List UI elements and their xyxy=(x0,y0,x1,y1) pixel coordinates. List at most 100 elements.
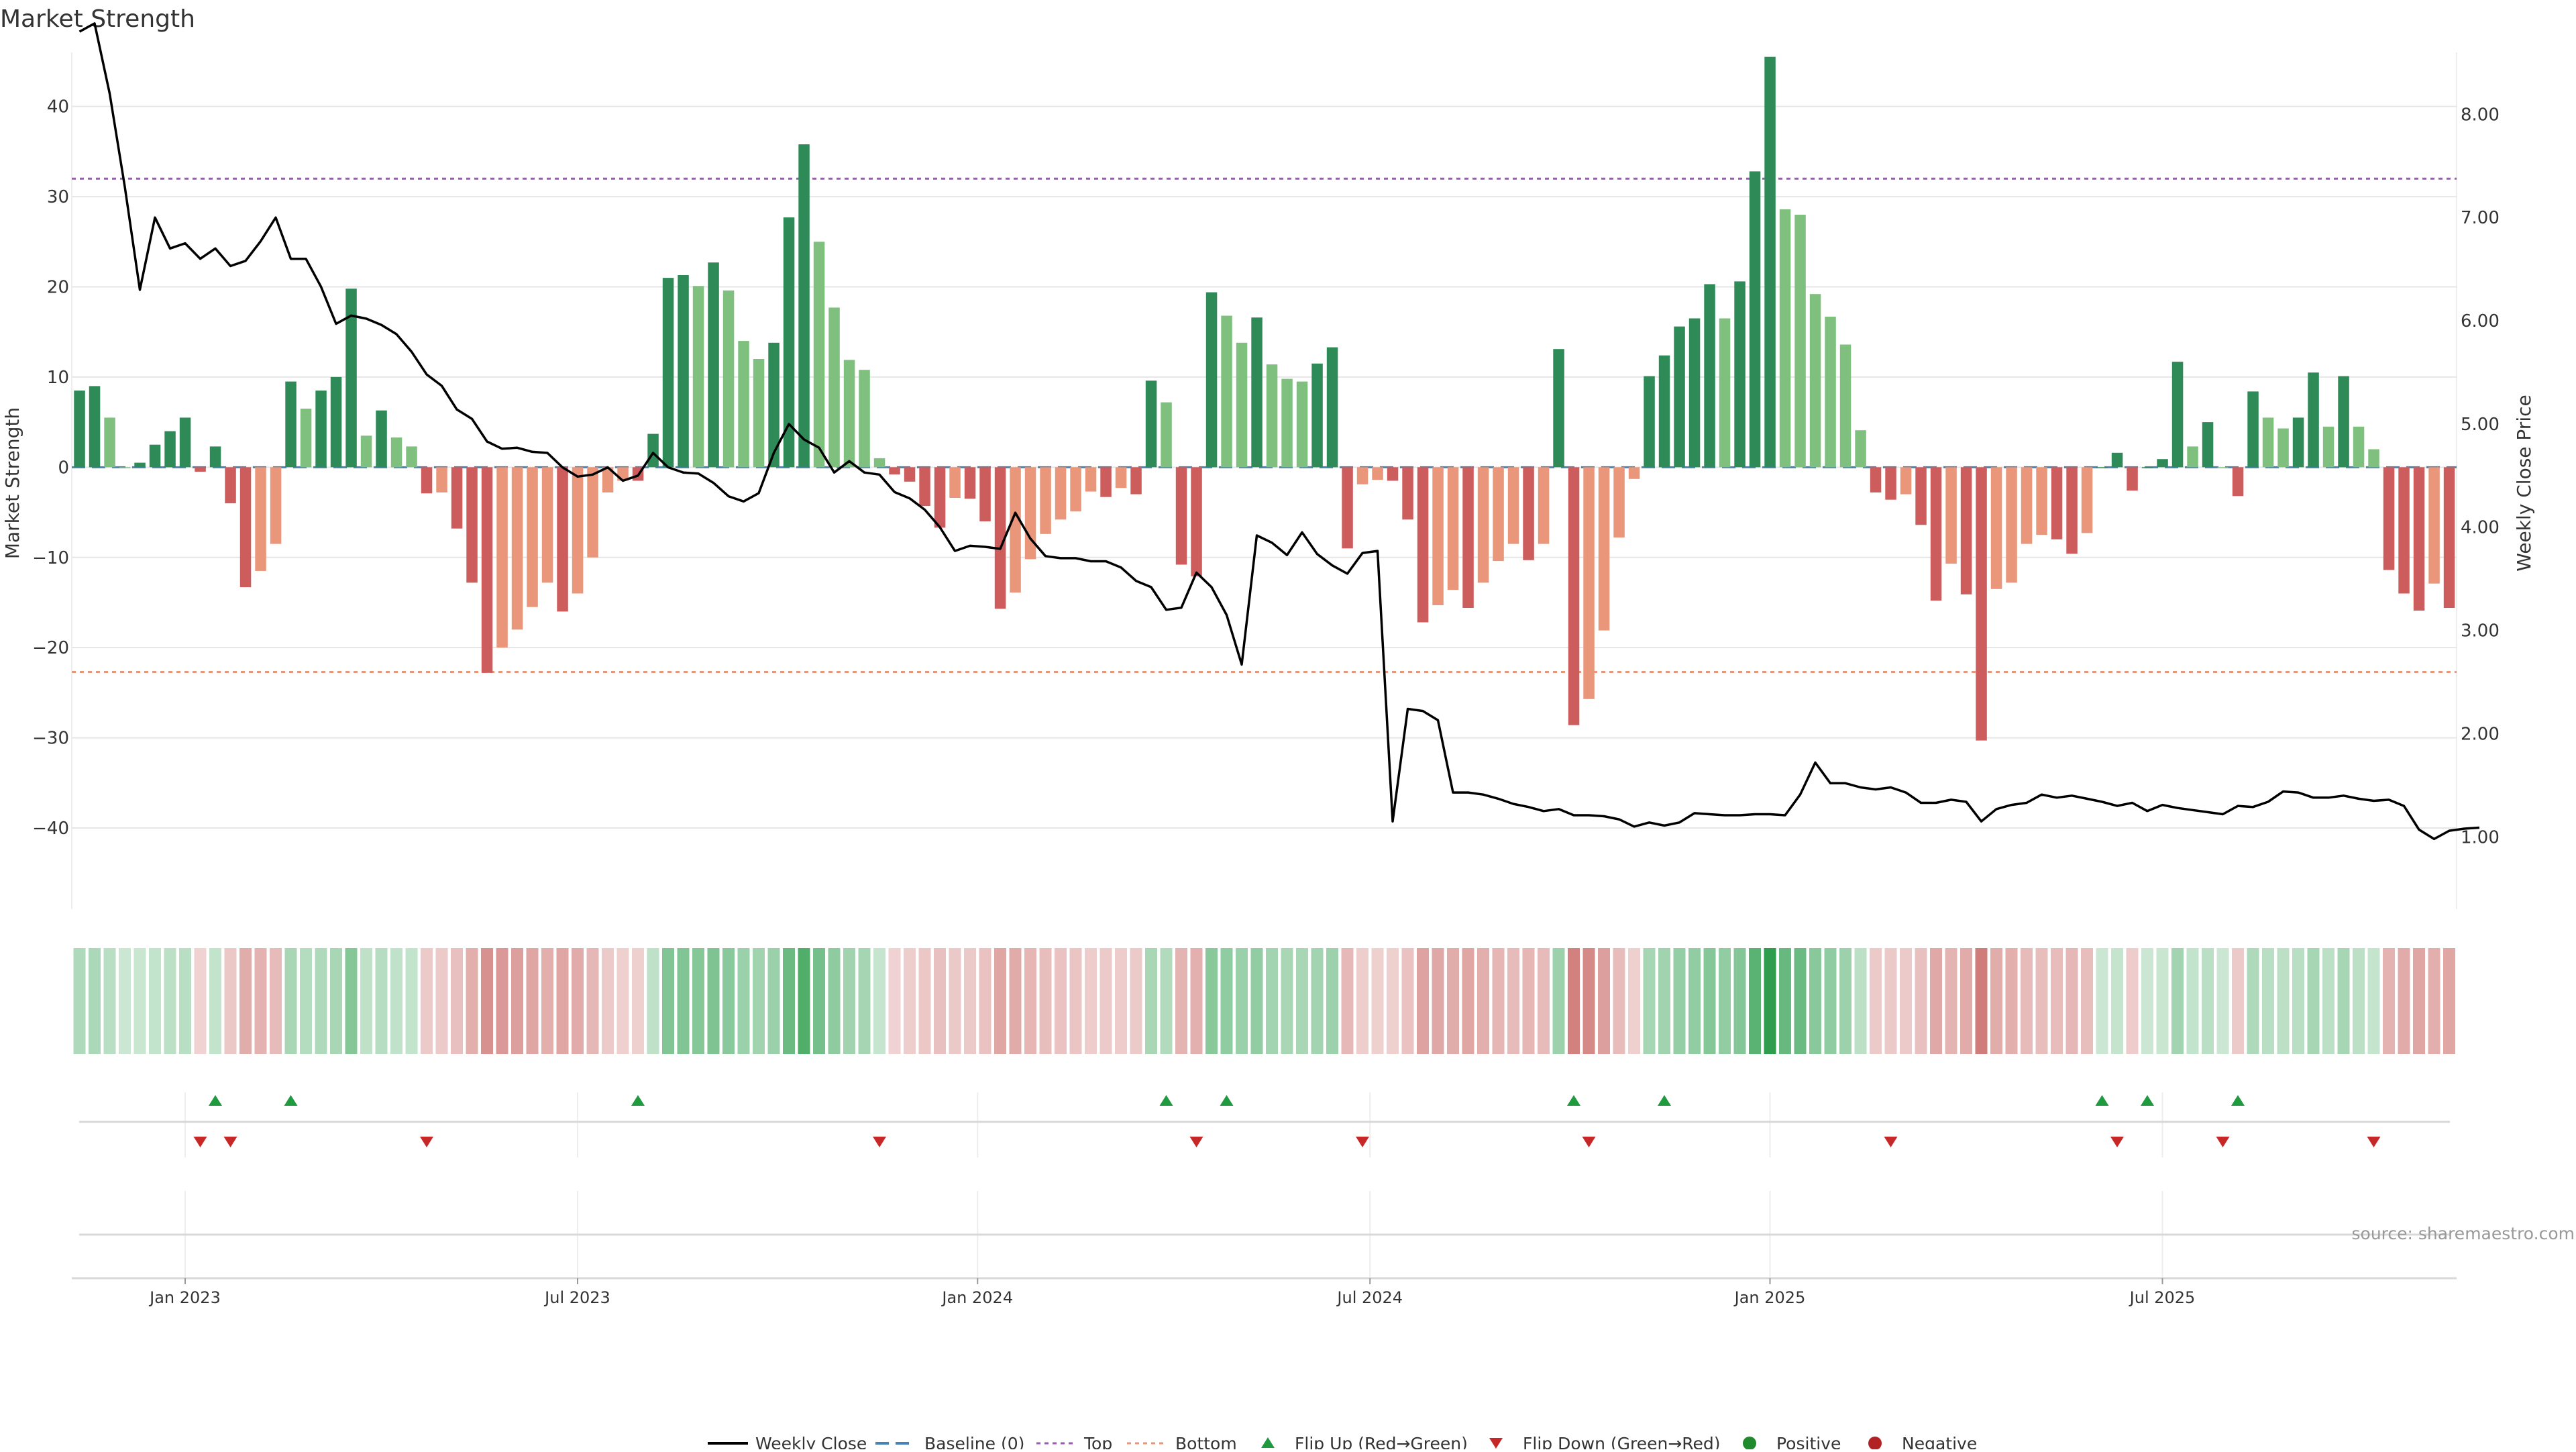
strength-bar xyxy=(1296,381,1308,468)
strength-bar xyxy=(2262,417,2274,468)
strength-bar xyxy=(889,467,900,475)
strength-bar xyxy=(2081,467,2093,533)
y-axis-label-right: Weekly Close Price xyxy=(2513,395,2535,571)
strength-bar xyxy=(1885,467,1896,500)
strength-bar xyxy=(753,359,765,468)
strength-bar xyxy=(315,391,327,468)
legend-label-flip-up: Flip Up (Red→Green) xyxy=(1295,1434,1468,1449)
strength-bar xyxy=(678,275,689,468)
strength-bar xyxy=(1613,467,1625,538)
y-tick-label-right: 4.00 xyxy=(2461,518,2500,538)
legend-label-baseline: Baseline (0) xyxy=(924,1434,1024,1449)
strength-bar xyxy=(527,467,538,607)
heat-cell xyxy=(1024,948,1036,1054)
heat-cell xyxy=(1688,948,1701,1054)
strength-bar xyxy=(1930,467,1942,601)
strength-bar xyxy=(873,458,885,468)
strength-bar xyxy=(239,467,252,588)
strength-bar xyxy=(979,467,991,521)
strength-bar xyxy=(1100,467,1112,497)
strength-bar xyxy=(1462,467,1474,608)
strength-bar xyxy=(2322,426,2334,468)
heat-cell xyxy=(2186,948,2199,1054)
heat-cell xyxy=(813,948,825,1054)
legend-item-bottom: Bottom xyxy=(1127,1434,1237,1452)
flip-down-marker xyxy=(223,1137,237,1147)
heat-cell xyxy=(722,948,735,1054)
strength-bar xyxy=(1976,467,1987,741)
heat-cell xyxy=(1190,948,1203,1054)
heat-cell xyxy=(2171,948,2184,1054)
heat-cell xyxy=(1870,948,1882,1054)
strength-bar xyxy=(300,409,312,468)
heat-cell xyxy=(949,948,961,1054)
flip-up-marker xyxy=(2231,1095,2245,1106)
strength-bar xyxy=(1387,467,1399,481)
strength-bar xyxy=(2217,467,2229,468)
heat-cell xyxy=(1145,948,1157,1054)
heat-cell xyxy=(1733,948,1746,1054)
flip-down-marker xyxy=(420,1137,433,1147)
strength-bar xyxy=(1432,467,1444,605)
heat-cell xyxy=(1643,948,1656,1054)
heat-cell xyxy=(1990,948,2002,1054)
strength-bar xyxy=(1372,467,1383,480)
heat-cell xyxy=(2307,948,2320,1054)
source-note: source: sharemaestro.com xyxy=(2352,1224,2575,1243)
legend-item-flip-up: Flip Up (Red→Green) xyxy=(1261,1434,1468,1452)
heat-cell xyxy=(677,948,690,1054)
strength-bar xyxy=(2036,467,2047,535)
strength-bar xyxy=(1281,378,1293,468)
strength-bar xyxy=(1870,467,1882,492)
strength-bar xyxy=(1024,467,1036,560)
reference-lines xyxy=(72,177,2457,673)
flip-down-marker xyxy=(2110,1137,2124,1147)
strength-bar xyxy=(783,217,795,468)
strength-bar xyxy=(2141,467,2153,468)
heat-cell xyxy=(1099,948,1112,1054)
heat-cell xyxy=(1175,948,1187,1054)
strength-bar xyxy=(1070,467,1081,512)
flip-down-marker xyxy=(1189,1137,1203,1147)
strength-bar xyxy=(2428,467,2440,584)
strength-bar xyxy=(1402,467,1413,520)
heat-cell xyxy=(2141,948,2153,1054)
heat-cell xyxy=(692,948,704,1054)
strength-bar xyxy=(149,444,161,468)
heat-cell xyxy=(1960,948,1972,1054)
strength-bar xyxy=(994,467,1006,609)
strength-bar xyxy=(1779,209,1791,468)
strength-bar xyxy=(2202,422,2214,468)
strength-bar xyxy=(406,446,417,468)
strength-bar xyxy=(647,433,659,468)
heat-cell xyxy=(1779,948,1791,1054)
negative-dot-icon xyxy=(1868,1437,1882,1450)
strength-bar xyxy=(466,467,478,583)
strength-bar xyxy=(1855,430,1866,468)
heat-cell xyxy=(1613,948,1625,1054)
heat-cell xyxy=(1326,948,1338,1054)
heat-cell xyxy=(1492,948,1505,1054)
strength-bar xyxy=(1704,284,1715,468)
heat-cell xyxy=(2353,948,2365,1054)
strength-bar xyxy=(2338,376,2349,468)
strength-bar xyxy=(949,467,961,498)
heat-cell xyxy=(73,948,86,1054)
heat-cell xyxy=(1884,948,1897,1054)
heat-cell xyxy=(119,948,131,1054)
strength-bar xyxy=(421,467,433,494)
heat-cell xyxy=(964,948,976,1054)
strength-bar xyxy=(345,289,357,468)
strength-bar xyxy=(285,381,297,468)
heat-cell xyxy=(707,948,720,1054)
strength-bar xyxy=(813,242,825,468)
strength-bar xyxy=(1749,171,1761,468)
heat-cell xyxy=(2051,948,2063,1054)
heat-cell xyxy=(1673,948,1686,1054)
legend-item-negative: Negative xyxy=(1868,1434,1977,1452)
flip-up-marker xyxy=(209,1095,222,1106)
strength-bar xyxy=(1900,467,1912,495)
y-ticks-right: 8.00 7.00 6.00 5.00 4.00 3.00 2.00 1.00 xyxy=(2461,105,2500,847)
strength-bar xyxy=(843,360,855,468)
strength-bar xyxy=(2368,449,2379,468)
